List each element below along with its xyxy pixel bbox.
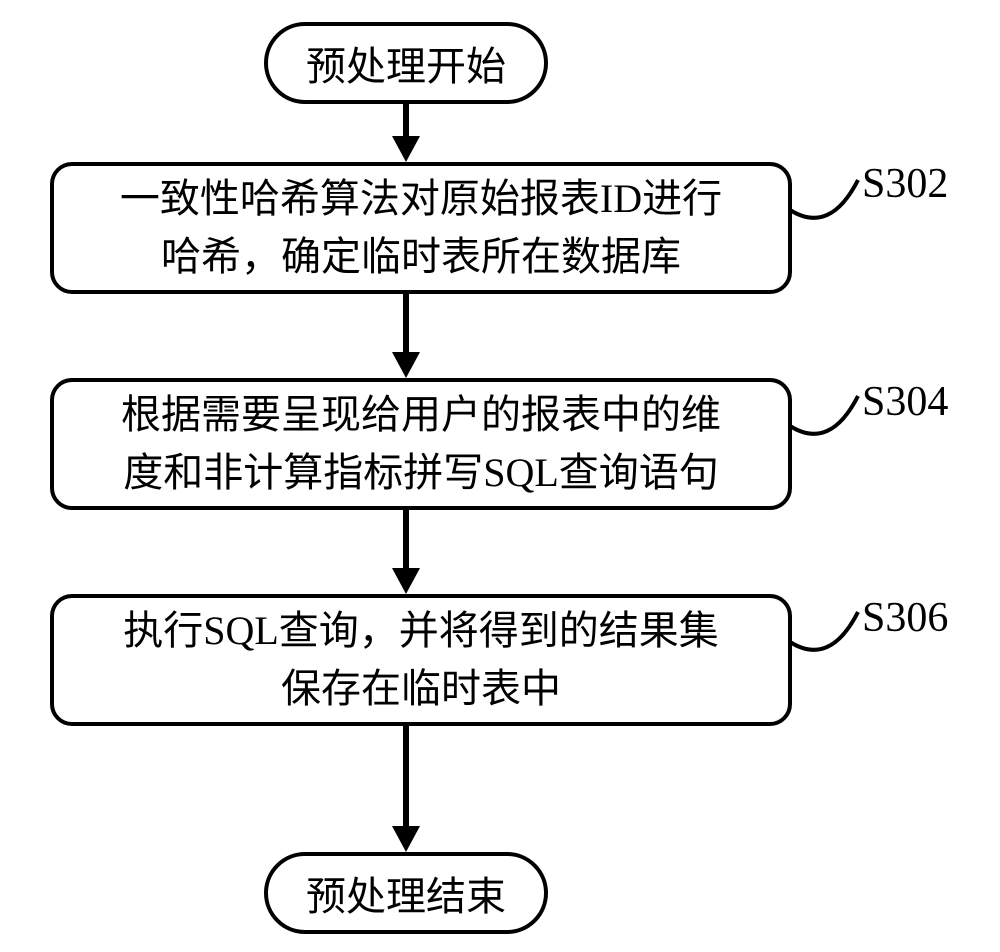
- process-s304-text: 根据需要呈现给用户的报表中的维 度和非计算指标拼写SQL查询语句: [121, 386, 721, 502]
- process-s306-line2: 保存在临时表中: [123, 660, 719, 718]
- process-s304: 根据需要呈现给用户的报表中的维 度和非计算指标拼写SQL查询语句: [50, 378, 792, 510]
- process-s302-line2: 哈希，确定临时表所在数据库: [120, 228, 722, 286]
- process-s302: 一致性哈希算法对原始报表ID进行 哈希，确定临时表所在数据库: [50, 162, 792, 294]
- terminal-end-text: 预处理结束: [306, 864, 506, 922]
- terminal-start-text: 预处理开始: [306, 34, 506, 92]
- terminal-end: 预处理结束: [264, 852, 548, 934]
- step-label-s306: S306: [862, 594, 948, 642]
- arrow-4-line: [403, 726, 409, 826]
- step-label-s304: S304: [862, 378, 948, 426]
- process-s302-line1: 一致性哈希算法对原始报表ID进行: [120, 170, 722, 228]
- process-s306-line1: 执行SQL查询，并将得到的结果集: [123, 602, 719, 660]
- arrow-2-head: [392, 352, 420, 378]
- process-s304-line1: 根据需要呈现给用户的报表中的维: [121, 386, 721, 444]
- arrow-3-head: [392, 568, 420, 594]
- arrow-1-line: [403, 104, 409, 136]
- step-label-s302: S302: [862, 160, 948, 208]
- process-s302-text: 一致性哈希算法对原始报表ID进行 哈希，确定临时表所在数据库: [120, 170, 722, 286]
- process-s306-text: 执行SQL查询，并将得到的结果集 保存在临时表中: [123, 602, 719, 718]
- arrow-2-line: [403, 294, 409, 352]
- arrow-1-head: [392, 136, 420, 162]
- arrow-3-line: [403, 510, 409, 568]
- process-s306: 执行SQL查询，并将得到的结果集 保存在临时表中: [50, 594, 792, 726]
- process-s304-line2: 度和非计算指标拼写SQL查询语句: [121, 444, 721, 502]
- flowchart-canvas: 预处理开始 一致性哈希算法对原始报表ID进行 哈希，确定临时表所在数据库 S30…: [0, 0, 1000, 952]
- arrow-4-head: [392, 826, 420, 852]
- terminal-start: 预处理开始: [264, 22, 548, 104]
